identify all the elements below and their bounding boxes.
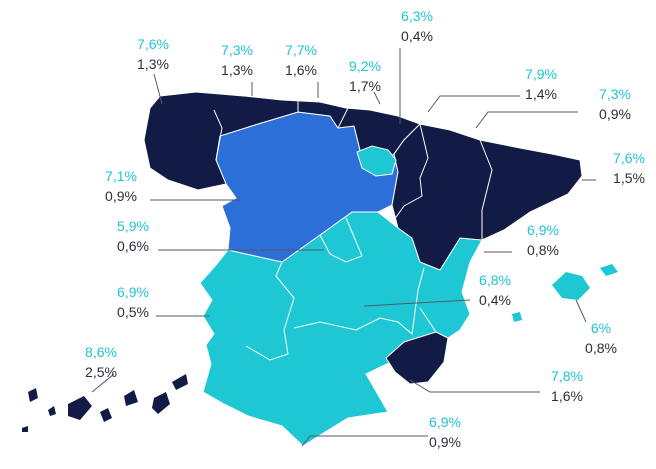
region-value-top: 7,6% xyxy=(613,150,645,166)
region-value-top: 6,9% xyxy=(527,222,559,238)
region-value-bottom: 2,5% xyxy=(85,364,117,380)
region-label-15: 7,8% 1,6% xyxy=(542,366,592,406)
region-label-6: 7,3% 0,9% xyxy=(590,84,640,124)
region-label-8: 7,1% 0,9% xyxy=(96,166,146,206)
island-canary-5 xyxy=(124,390,138,406)
island-canary-6 xyxy=(152,392,170,414)
region-label-10: 6,9% 0,8% xyxy=(518,220,568,260)
region-value-top: 6% xyxy=(590,320,612,336)
region-murcia xyxy=(385,331,449,385)
leader-lines xyxy=(91,48,596,447)
region-value-top: 9,2% xyxy=(349,58,381,74)
region-value-top: 7,1% xyxy=(105,168,137,184)
region-value-top: 7,3% xyxy=(599,86,631,102)
region-value-top: 8,6% xyxy=(85,344,117,360)
region-north-east xyxy=(391,123,583,271)
island-canary-8 xyxy=(22,426,28,432)
region-label-9: 5,9% 0,6% xyxy=(108,216,158,256)
region-value-bottom: 0,8% xyxy=(527,242,559,258)
region-value-top: 7,9% xyxy=(525,66,557,82)
region-value-top: 5,9% xyxy=(117,218,149,234)
region-north-west xyxy=(143,91,421,191)
region-label-12: 6,9% 0,5% xyxy=(108,282,158,322)
region-label-0: 7,6% 1,3% xyxy=(128,34,178,74)
island-canary-3 xyxy=(68,396,92,420)
region-label-13: 6% 0,8% xyxy=(576,318,626,358)
region-value-top: 6,3% xyxy=(401,8,433,24)
island-canary-4 xyxy=(100,408,112,422)
region-value-top: 7,7% xyxy=(285,42,317,58)
region-label-5: 7,9% 1,4% xyxy=(516,64,566,104)
region-value-top: 6,9% xyxy=(429,414,461,430)
region-value-bottom: 1,5% xyxy=(613,170,645,186)
region-label-11: 6,8% 0,4% xyxy=(470,270,520,310)
island-mallorca xyxy=(552,272,590,300)
region-value-bottom: 0,9% xyxy=(599,106,631,122)
region-label-14: 8,6% 2,5% xyxy=(76,342,126,382)
region-value-bottom: 0,4% xyxy=(401,28,433,44)
island-canary-1 xyxy=(28,388,38,402)
island-canary-7 xyxy=(172,374,188,390)
island-menorca xyxy=(600,264,618,276)
island-canary-2 xyxy=(48,406,56,416)
region-label-2: 7,7% 1,6% xyxy=(276,40,326,80)
region-value-bottom: 1,6% xyxy=(285,62,317,78)
region-value-bottom: 1,6% xyxy=(551,388,583,404)
region-value-top: 7,6% xyxy=(137,36,169,52)
region-value-bottom: 0,6% xyxy=(117,238,149,254)
region-value-bottom: 1,3% xyxy=(221,62,253,78)
region-value-top: 6,9% xyxy=(117,284,149,300)
region-la-rioja xyxy=(356,145,397,177)
region-value-bottom: 1,4% xyxy=(525,86,557,102)
region-value-bottom: 1,7% xyxy=(349,78,381,94)
region-value-bottom: 0,8% xyxy=(585,340,617,356)
region-value-top: 7,3% xyxy=(221,42,253,58)
region-label-1: 7,3% 1,3% xyxy=(212,40,262,80)
region-label-16: 6,9% 0,9% xyxy=(420,412,470,452)
region-value-bottom: 0,5% xyxy=(117,304,149,320)
region-value-top: 7,8% xyxy=(551,368,583,384)
region-value-bottom: 1,3% xyxy=(137,56,169,72)
region-label-4: 6,3% 0,4% xyxy=(392,6,442,46)
region-value-top: 6,8% xyxy=(479,272,511,288)
region-value-bottom: 0,4% xyxy=(479,292,511,308)
region-value-bottom: 0,9% xyxy=(105,188,137,204)
region-label-7: 7,6% 1,5% xyxy=(604,148,654,188)
region-label-3: 9,2% 1,7% xyxy=(340,56,390,96)
region-value-bottom: 0,9% xyxy=(429,434,461,450)
internal-borders xyxy=(213,100,493,361)
island-ibiza xyxy=(512,312,522,322)
